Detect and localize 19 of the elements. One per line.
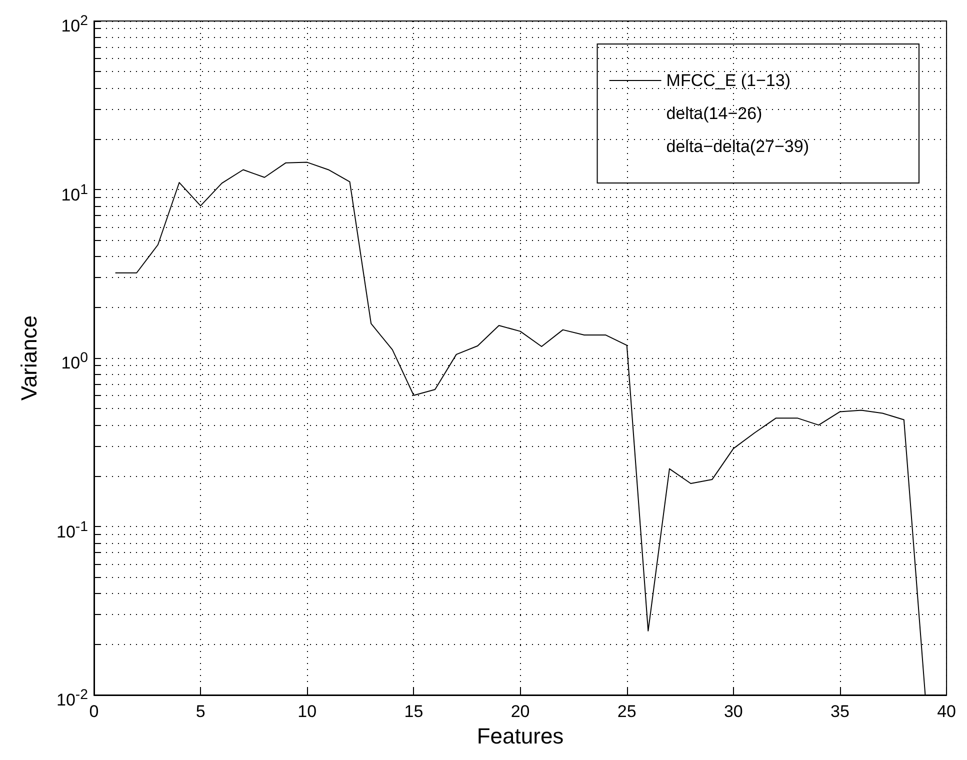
legend-label: MFCC_E (1−13) (666, 71, 791, 90)
x-tick-label: 20 (510, 702, 530, 721)
y-tick-label: 10$^{0}$ (61, 349, 88, 375)
y-tick-label: 10$^{2}$ (61, 12, 88, 38)
annotation: delta−delta(27−39) (666, 137, 810, 156)
y-tick-label: 10$^{-2}$ (56, 686, 88, 712)
x-tick-label: 15 (404, 702, 424, 721)
y-tick-label: 10$^{-1}$ (56, 518, 88, 544)
annotation: delta(14−26) (666, 104, 762, 123)
x-tick-label: 25 (617, 702, 636, 721)
x-tick-label: 5 (196, 702, 206, 721)
x-tick-label: 40 (937, 702, 956, 721)
y-tick-label: 10$^{1}$ (61, 180, 88, 206)
x-tick-label: 10 (298, 702, 317, 721)
x-tick-label: 0 (89, 702, 99, 721)
y-axis-title: Variance (16, 315, 42, 401)
x-tick-label: 30 (724, 702, 743, 721)
x-axis-title: Features (476, 723, 564, 748)
x-tick-label: 35 (830, 702, 850, 721)
